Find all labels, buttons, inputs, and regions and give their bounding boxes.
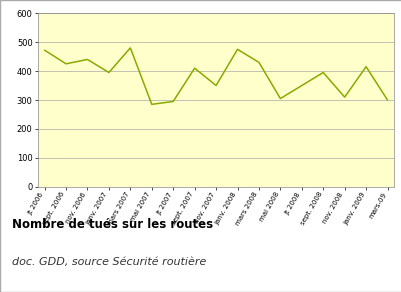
Text: doc. GDD, source Sécurité routière: doc. GDD, source Sécurité routière [12,257,206,267]
Text: Nombre de tués sur les routes: Nombre de tués sur les routes [12,218,213,231]
